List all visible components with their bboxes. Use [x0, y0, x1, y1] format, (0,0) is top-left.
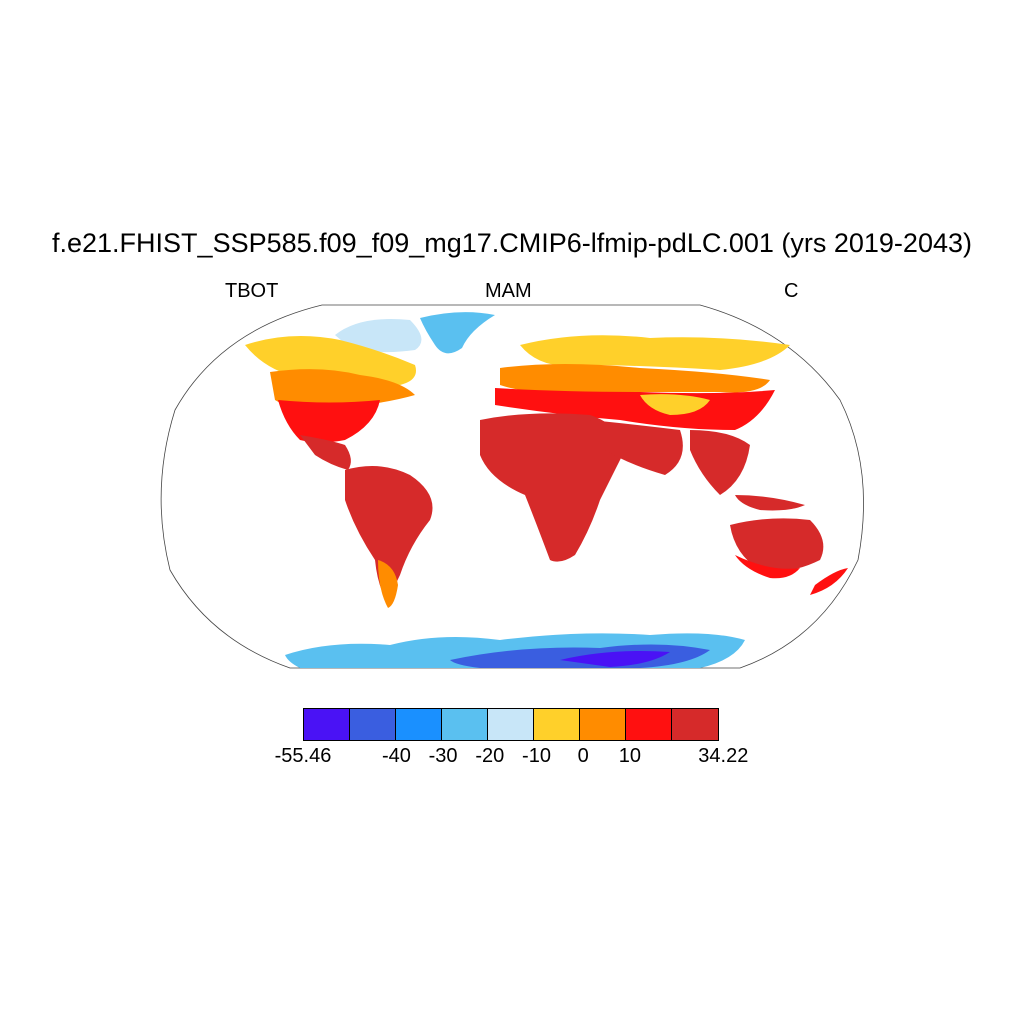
eurasia-south: [495, 388, 775, 430]
colorbar-tick-label: 10: [618, 745, 642, 767]
colorbar-box: [442, 709, 488, 740]
colorbar-tick-label: 0: [577, 745, 589, 767]
south-america-tip: [378, 560, 398, 608]
arabia-india: [590, 420, 683, 475]
colorbar-box: [396, 709, 442, 740]
colorbar-box: [580, 709, 626, 740]
africa: [480, 413, 625, 562]
colorbar-box: [350, 709, 396, 740]
colorbar-box: [672, 709, 718, 740]
australia: [730, 518, 824, 572]
new-zealand: [810, 568, 848, 595]
south-america: [345, 466, 433, 605]
colorbar-tick-label: -40: [381, 745, 411, 767]
variable-label: TBOT: [225, 280, 279, 302]
colorbar-tick-label: -10: [522, 745, 551, 767]
indonesia: [735, 495, 805, 511]
colorbar-box: [534, 709, 580, 740]
greenland: [420, 312, 495, 354]
colorbar: [303, 708, 719, 741]
plot-title: f.e21.FHIST_SSP585.f09_f09_mg17.CMIP6-lf…: [52, 228, 972, 258]
colorbar-tick-label: -55.46: [274, 745, 332, 767]
colorbar-box: [488, 709, 534, 740]
southeast-asia: [690, 430, 750, 495]
central-america: [300, 435, 351, 470]
colorbar-box: [304, 709, 350, 740]
colorbar-tick-label: -30: [428, 745, 458, 767]
north-america-south: [278, 400, 380, 443]
colorbar-box: [626, 709, 672, 740]
colorbar-tick-label: 34.22: [698, 745, 749, 767]
australia-south: [735, 555, 800, 579]
units-label: C: [784, 280, 799, 302]
antarctica-core: [560, 651, 670, 667]
eurasia-mid: [500, 364, 770, 393]
eurasia-north: [520, 335, 790, 370]
season-label: MAM: [485, 280, 532, 302]
arctic-islands: [335, 319, 422, 353]
tibet-plateau: [640, 394, 710, 415]
north-america-mid: [270, 369, 415, 409]
colorbar-tick-label: -20: [475, 745, 505, 767]
